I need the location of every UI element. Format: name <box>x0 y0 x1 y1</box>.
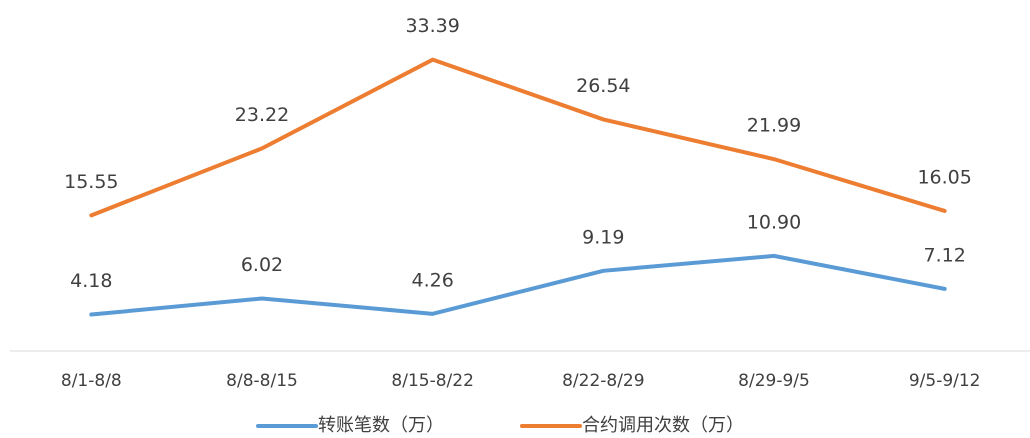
data-label: 26.54 <box>576 75 630 97</box>
data-label: 9.19 <box>582 226 624 248</box>
x-tick-label: 8/8-8/15 <box>226 371 298 391</box>
data-label: 4.26 <box>412 269 454 291</box>
data-label: 16.05 <box>917 166 971 188</box>
legend-label: 转账笔数（万） <box>318 415 444 436</box>
data-label: 21.99 <box>747 115 801 137</box>
data-label: 10.90 <box>747 211 801 233</box>
legend-label: 合约调用次数（万） <box>582 415 744 436</box>
series-line <box>89 253 947 317</box>
x-tick-label: 8/15-8/22 <box>391 371 474 391</box>
data-label: 15.55 <box>64 171 118 193</box>
x-tick-label: 9/5-9/12 <box>909 371 981 391</box>
x-tick-label: 8/29-9/5 <box>738 371 810 391</box>
data-label: 33.39 <box>405 15 459 37</box>
data-label: 23.22 <box>235 104 289 126</box>
data-label: 4.18 <box>70 270 112 292</box>
data-label: 7.12 <box>924 244 966 266</box>
series-line <box>89 57 947 218</box>
x-tick-label: 8/1-8/8 <box>61 371 122 391</box>
data-label: 6.02 <box>241 254 283 276</box>
x-tick-label: 8/22-8/29 <box>562 371 645 391</box>
